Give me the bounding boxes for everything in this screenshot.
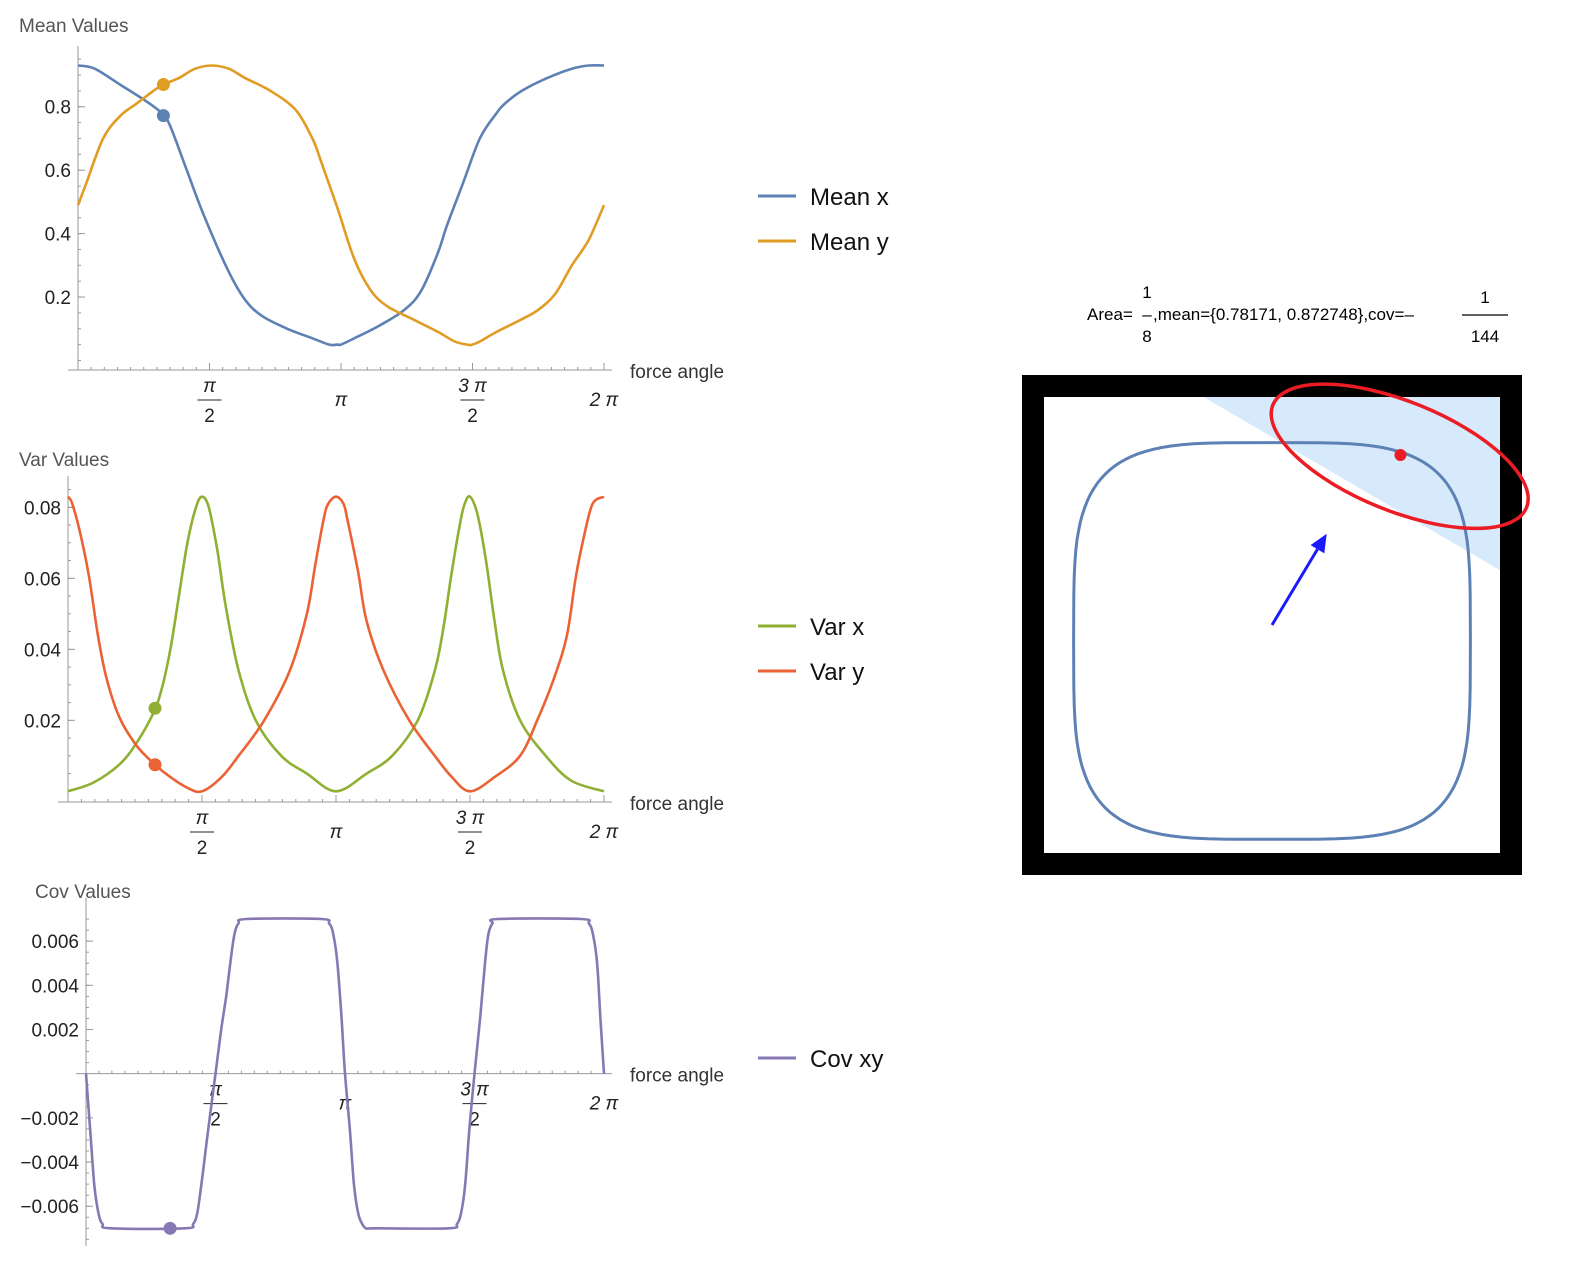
x-tick-label: 2 π xyxy=(589,822,620,843)
chart-title: Var Values xyxy=(19,450,109,471)
legend-label: Var x xyxy=(810,614,864,641)
x-axis-label: force angle xyxy=(630,362,724,383)
series-marker-var-x xyxy=(148,701,162,715)
series-line-var-y xyxy=(66,495,605,794)
series-line-mean-y xyxy=(76,64,606,347)
x-tick-numerator: 3 π xyxy=(456,808,486,829)
var-values-chart: Var Values 0.02 0.04 0.06 0.08 π 2 π 3 π 2 2 π for… xyxy=(19,450,864,859)
mean-point xyxy=(1394,449,1407,462)
series-line-mean-x xyxy=(77,63,605,347)
mean-trajectory-curve xyxy=(1072,441,1472,841)
area-fraction-bar: – xyxy=(1142,305,1152,324)
x-tick-label: 2 π xyxy=(589,1094,620,1115)
cov-numerator: 1 xyxy=(1480,288,1489,307)
chart-title: Cov Values xyxy=(35,882,131,903)
y-tick-label: 0.4 xyxy=(45,225,72,246)
simulation-panel: Area= 1 – 8 ,mean={0.78171, 0.872748},co… xyxy=(1022,283,1530,875)
x-tick-denominator: 2 xyxy=(465,838,476,859)
series-marker-cov-xy xyxy=(163,1221,177,1235)
legend-label: Cov xy xyxy=(810,1046,883,1073)
series-marker-var-y xyxy=(148,758,162,772)
x-axis-label: force angle xyxy=(630,794,724,815)
x-tick-label: π xyxy=(335,390,349,411)
simulation-box xyxy=(1022,375,1530,875)
y-tick-label: −0.004 xyxy=(20,1153,79,1174)
x-tick-denominator: 2 xyxy=(467,406,478,427)
mean-values-chart: Mean Values 0.2 0.4 0.6 0.8 π 2 π 3 π 2 2 π force … xyxy=(19,16,889,427)
y-tick-label: −0.006 xyxy=(20,1197,79,1218)
chart-title: Mean Values xyxy=(19,16,129,37)
y-tick-label: 0.006 xyxy=(31,932,79,953)
series-line-var-x xyxy=(67,495,605,793)
cov-values-chart: Cov Values −0.006 −0.004 −0.002 0.002 0.004 0… xyxy=(20,882,883,1246)
y-tick-label: 0.04 xyxy=(24,640,61,661)
y-tick-label: 0.6 xyxy=(45,161,71,182)
legend-label: Mean x xyxy=(810,184,889,211)
series-marker-mean-y xyxy=(156,78,170,92)
force-arrow-head xyxy=(1310,533,1327,554)
mean-cov-text: ,mean={0.78171, 0.872748},cov=– xyxy=(1153,305,1414,324)
area-numerator: 1 xyxy=(1142,283,1151,302)
legend-label: Mean y xyxy=(810,229,889,256)
y-tick-label: −0.002 xyxy=(20,1109,79,1130)
y-tick-label: 0.08 xyxy=(24,498,61,519)
area-label: Area= xyxy=(1087,305,1133,324)
x-axis-label: force angle xyxy=(630,1066,724,1087)
force-arrow-shaft xyxy=(1270,548,1319,626)
x-tick-label: π xyxy=(339,1094,353,1115)
y-tick-label: 0.002 xyxy=(31,1021,79,1042)
x-tick-numerator: 3 π xyxy=(460,1080,490,1101)
y-tick-label: 0.8 xyxy=(45,98,71,119)
y-tick-label: 0.06 xyxy=(24,569,61,590)
x-tick-denominator: 2 xyxy=(197,838,208,859)
y-tick-label: 0.004 xyxy=(31,976,79,997)
half-plane-region xyxy=(1203,397,1500,571)
x-tick-denominator: 2 xyxy=(469,1110,480,1131)
x-tick-label: π xyxy=(330,822,344,843)
stats-caption: Area= 1 – 8 ,mean={0.78171, 0.872748},co… xyxy=(1087,283,1508,346)
x-tick-denominator: 2 xyxy=(210,1110,221,1131)
cov-denominator: 144 xyxy=(1471,327,1499,346)
area-denominator: 8 xyxy=(1142,327,1151,346)
x-tick-denominator: 2 xyxy=(204,406,215,427)
covariance-ellipse xyxy=(1269,382,1530,531)
legend-label: Var y xyxy=(810,659,864,686)
x-tick-label: 2 π xyxy=(589,390,620,411)
series-line-cov-xy xyxy=(84,917,606,1231)
x-tick-numerator: π xyxy=(196,808,210,829)
x-tick-numerator: π xyxy=(203,376,217,397)
series-marker-mean-x xyxy=(156,109,170,123)
y-tick-label: 0.02 xyxy=(24,711,61,732)
x-tick-numerator: 3 π xyxy=(458,376,488,397)
y-tick-label: 0.2 xyxy=(45,288,71,309)
